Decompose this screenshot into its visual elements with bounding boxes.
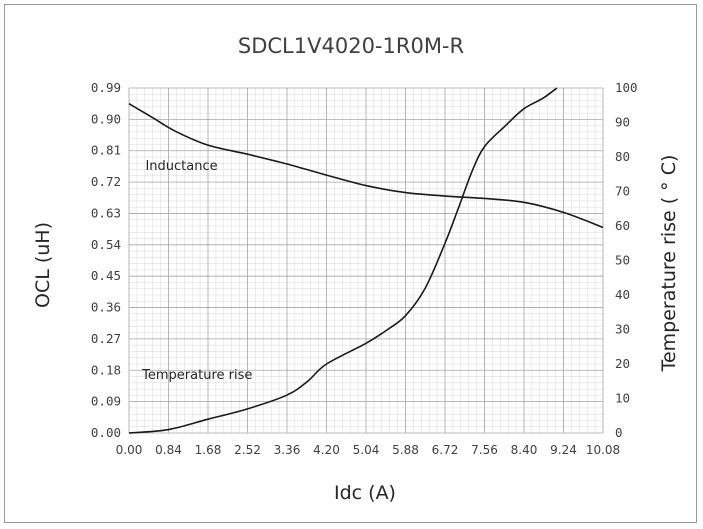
series-line-inductance — [128, 102, 604, 229]
y-tick-label: 0.45 — [91, 268, 121, 283]
y2-tick-labels: 0 10 20 30 40 50 60 70 80 90 100 — [615, 80, 638, 440]
chart-title: SDCL1V4020-1R0M-R — [238, 34, 464, 58]
x-tick-label: 9.24 — [550, 443, 577, 457]
y2-tick-label: 80 — [615, 149, 630, 164]
y2-tick-label: 70 — [615, 184, 630, 199]
x-axis-title: Idc (A) — [334, 482, 396, 504]
x-tick-label: 0.84 — [155, 443, 182, 457]
y-tick-label: 0.27 — [91, 331, 121, 346]
y2-tick-label: 60 — [615, 218, 630, 233]
y-tick-label: 0.72 — [91, 174, 121, 189]
y-axis-title: OCL (uH) — [32, 222, 54, 308]
y-tick-label: 0.00 — [91, 425, 121, 440]
y2-tick-label: 90 — [615, 115, 630, 130]
series-lines — [128, 87, 604, 434]
x-tick-label: 4.20 — [313, 443, 340, 457]
chart-svg: SDCL1V4020-1R0M-R 0.00 0.84 1.68 2.52 3.36 4.… — [32, 34, 680, 504]
y-tick-label: 0.63 — [91, 205, 121, 220]
annotation-inductance: Inductance — [145, 159, 217, 174]
x-tick-label: 8.40 — [511, 443, 538, 457]
annotation-temperature-rise: Temperature rise — [141, 368, 252, 383]
x-tick-label: 0.00 — [116, 443, 143, 457]
y-tick-labels: 0.00 0.09 0.18 0.27 0.36 0.45 0.54 0.63 0.72 0.81… — [91, 80, 121, 440]
y-tick-label: 0.99 — [91, 80, 121, 95]
y2-tick-label: 10 — [615, 391, 630, 406]
y-tick-label: 0.18 — [91, 362, 121, 377]
x-tick-labels: 0.00 0.84 1.68 2.52 3.36 4.20 5.04 5.88 6.72 7.56… — [116, 443, 621, 457]
y2-tick-label: 40 — [615, 287, 630, 302]
y2-axis-title: Temperature rise ( ° C) — [658, 155, 680, 373]
y2-tick-label: 30 — [615, 322, 630, 337]
y-tick-label: 0.90 — [91, 111, 121, 126]
chart-frame: SDCL1V4020-1R0M-R 0.00 0.84 1.68 2.52 3.36 4.… — [4, 4, 697, 523]
x-tick-label: 3.36 — [274, 443, 301, 457]
y2-tick-label: 0 — [615, 425, 623, 440]
series-line-temperature-rise — [128, 87, 558, 434]
x-tick-label: 5.04 — [353, 443, 380, 457]
y-tick-label: 0.36 — [91, 300, 121, 315]
y2-tick-label: 50 — [615, 253, 630, 268]
major-gridlines — [128, 87, 604, 434]
x-tick-label: 5.88 — [392, 443, 419, 457]
x-tick-label: 1.68 — [195, 443, 222, 457]
annotations: Inductance Temperature rise — [141, 159, 252, 383]
y-tick-label: 0.54 — [91, 237, 121, 252]
y-tick-label: 0.09 — [91, 394, 121, 409]
x-tick-label: 2.52 — [234, 443, 261, 457]
x-tick-label: 7.56 — [471, 443, 498, 457]
y2-tick-label: 100 — [615, 80, 638, 95]
x-tick-label: 6.72 — [432, 443, 459, 457]
x-tick-label: 10.08 — [586, 443, 620, 457]
y-tick-label: 0.81 — [91, 143, 121, 158]
y2-tick-label: 20 — [615, 356, 630, 371]
